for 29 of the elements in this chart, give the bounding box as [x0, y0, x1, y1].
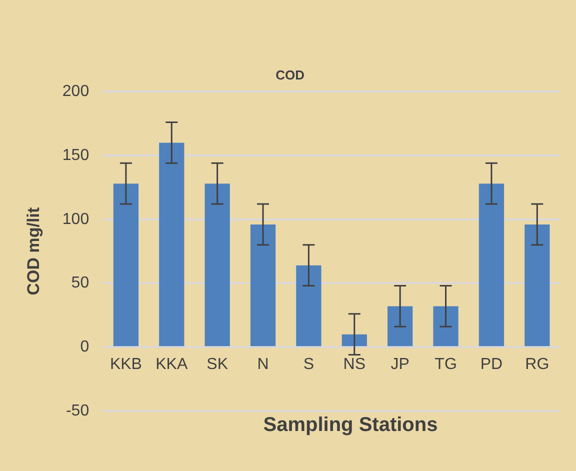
bar	[159, 142, 184, 346]
chart-title: COD	[276, 67, 304, 82]
x-axis-title: Sampling Stations	[262, 414, 439, 437]
bar	[342, 334, 367, 346]
bar	[388, 306, 413, 346]
x-tick-label: PD	[480, 356, 503, 374]
bar	[250, 224, 276, 346]
y-tick-label: 200	[62, 83, 90, 100]
x-tick-label: RG	[525, 356, 550, 374]
bar	[433, 306, 458, 346]
bar	[113, 184, 139, 346]
y-tick-label: 100	[62, 210, 90, 228]
y-axis-title: COD mg/lit	[24, 207, 43, 296]
y-tick-label: -50	[66, 402, 90, 420]
x-tick-label: NS	[343, 356, 366, 374]
x-tick-label: S	[303, 356, 314, 374]
bar	[524, 224, 550, 346]
x-tick-label: N	[257, 356, 269, 374]
bar	[478, 184, 504, 346]
x-tick-label: KKA	[156, 356, 188, 374]
bar	[204, 184, 230, 346]
y-tick-label: 50	[71, 274, 90, 292]
x-tick-label: JP	[390, 356, 410, 374]
x-tick-label: SK	[206, 356, 228, 374]
x-tick-label: KKB	[110, 356, 142, 374]
y-tick-label: 150	[62, 146, 90, 164]
x-tick-label: TG	[434, 356, 457, 374]
y-tick-label: 0	[80, 338, 90, 356]
bar	[296, 265, 322, 346]
